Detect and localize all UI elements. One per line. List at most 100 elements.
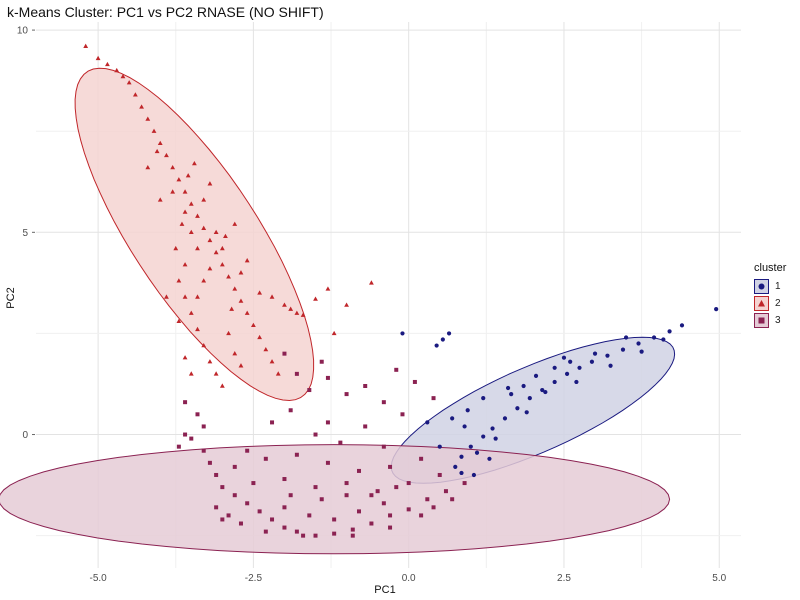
square-marker-icon	[758, 317, 765, 324]
cluster-2-point	[176, 177, 182, 182]
cluster-3-point	[431, 396, 436, 401]
cluster-3-point	[350, 527, 355, 532]
cluster-1-point	[425, 420, 430, 425]
cluster-1-point	[623, 335, 629, 340]
cluster-2-point	[207, 359, 213, 364]
legend-key-1	[754, 279, 769, 294]
cluster-3-point	[394, 367, 399, 372]
cluster-2-point	[173, 245, 179, 251]
y-axis-title: PC2	[5, 287, 17, 308]
legend-item-2: 2	[754, 295, 786, 312]
cluster-2-point	[263, 347, 269, 352]
cluster-2-point	[251, 322, 256, 328]
cluster-2-point	[244, 258, 250, 263]
cluster-3-point	[388, 513, 393, 518]
cluster-3-point	[238, 521, 243, 526]
cluster-1-point	[450, 416, 455, 421]
cluster-2-point	[164, 294, 169, 299]
cluster-1-point	[459, 470, 464, 476]
cluster-3-point	[282, 525, 287, 530]
cluster-2-point	[195, 245, 200, 251]
cluster-3-point	[369, 521, 374, 526]
cluster-3-point	[214, 472, 219, 477]
cluster-2-point	[105, 61, 110, 67]
x-axis-title: PC1	[374, 584, 395, 596]
cluster-1-point	[639, 349, 644, 354]
cluster-2-point	[282, 302, 287, 307]
cluster-3-ellipse	[0, 444, 671, 555]
cluster-3-point	[307, 513, 312, 518]
cluster-1-point	[400, 331, 405, 336]
data-points	[83, 43, 719, 538]
cluster-2-point	[182, 189, 188, 194]
cluster-2-ellipse	[74, 67, 315, 402]
cluster-1-point	[521, 383, 526, 389]
cluster-1-point	[468, 444, 473, 449]
cluster-1-point	[636, 341, 641, 346]
cluster-3-point	[344, 392, 349, 397]
cluster-3-point	[245, 501, 250, 506]
legend-item-3: 3	[754, 312, 786, 329]
cluster-3-point	[313, 432, 318, 437]
cluster-3-point	[400, 412, 405, 417]
cluster-2-point	[201, 197, 207, 202]
cluster-3-point	[189, 436, 194, 441]
cluster-2-point	[170, 189, 176, 194]
cluster-1-point	[577, 365, 582, 370]
cluster-2-point	[313, 296, 318, 301]
cluster-3-point	[294, 452, 299, 457]
cluster-1-point	[543, 389, 548, 395]
cluster-1-point	[490, 426, 495, 431]
cluster-3-point	[220, 517, 225, 522]
cluster-3-point	[356, 509, 361, 514]
cluster-ellipses	[0, 67, 676, 555]
cluster-2-point	[179, 221, 185, 226]
cluster-1-point	[561, 355, 567, 360]
cluster-2-point	[269, 294, 275, 299]
cluster-3-point	[263, 456, 268, 461]
cluster-2-point	[145, 116, 151, 121]
y-tick-label: 5	[22, 228, 28, 239]
cluster-2-point	[257, 334, 263, 340]
cluster-1-point	[552, 379, 557, 385]
cluster-1-point	[714, 307, 719, 312]
cluster-2-point	[207, 181, 213, 186]
cluster-2-point	[226, 274, 231, 279]
x-tick-label: 0.0	[402, 573, 416, 584]
cluster-3-point	[332, 531, 337, 536]
cluster-3-point	[288, 408, 293, 413]
cluster-2-point	[201, 278, 207, 283]
cluster-3-point	[232, 464, 237, 469]
cluster-3-point	[406, 507, 411, 512]
cluster-1-point	[481, 434, 486, 439]
cluster-3-point	[388, 525, 393, 530]
cluster-2-point	[83, 43, 89, 48]
cluster-2-point	[195, 294, 200, 299]
cluster-2-point	[114, 67, 120, 73]
cluster-1-point	[540, 387, 545, 393]
x-tick-label: -5.0	[89, 573, 107, 584]
cluster-3-point	[332, 517, 337, 522]
cluster-2-point	[145, 165, 151, 170]
cluster-2-point	[95, 55, 101, 61]
cluster-2-point	[219, 383, 225, 388]
y-tick-label: 10	[17, 26, 29, 37]
chart-title: k-Means Cluster: PC1 vs PC2 RNASE (NO SH…	[7, 4, 324, 20]
cluster-2-point	[213, 371, 219, 376]
cluster-3-point	[388, 464, 393, 469]
cluster-2-point	[238, 298, 244, 303]
cluster-1-point	[487, 456, 492, 461]
cluster-3-point	[350, 533, 355, 538]
cluster-1-point	[505, 385, 511, 391]
cluster-2-point	[191, 160, 197, 166]
cluster-3-point	[462, 481, 467, 486]
cluster-2-point	[269, 359, 275, 364]
cluster-1-point	[493, 436, 498, 441]
cluster-2-point	[151, 128, 157, 133]
cluster-2-point	[219, 262, 225, 267]
cluster-1-point	[462, 424, 467, 429]
cluster-1-point	[564, 371, 570, 376]
cluster-2-point	[232, 286, 238, 291]
cluster-2-point	[164, 152, 169, 158]
